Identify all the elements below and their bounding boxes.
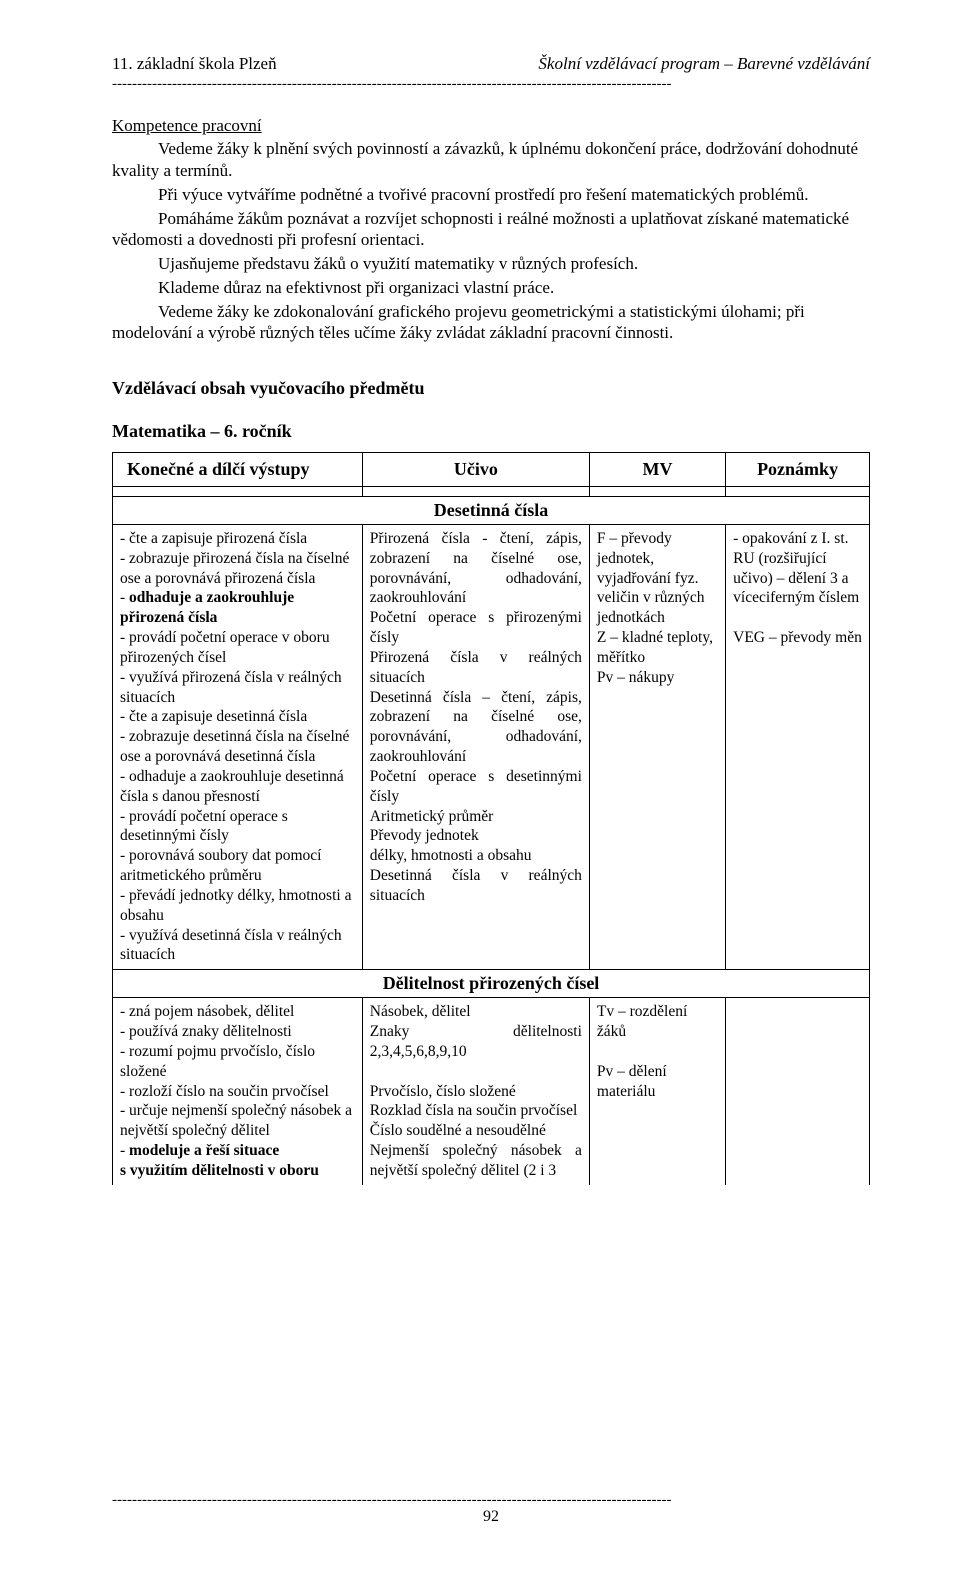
- th-content: Učivo: [362, 453, 589, 487]
- para-3: Pomáháme žákům poznávat a rozvíjet schop…: [112, 208, 870, 252]
- page-footer: ----------------------------------------…: [112, 1490, 870, 1527]
- running-header: 11. základní škola Plzeň Školní vzděláva…: [112, 54, 870, 74]
- page: 11. základní škola Plzeň Školní vzděláva…: [0, 0, 960, 1576]
- cell-notes-2: [726, 998, 870, 1185]
- th-mv: MV: [589, 453, 725, 487]
- th-notes: Poznámky: [726, 453, 870, 487]
- table-row: - zná pojem násobek, dělitel- používá zn…: [113, 998, 870, 1185]
- header-right: Školní vzdělávací program – Barevné vzdě…: [538, 54, 870, 74]
- page-number: 92: [112, 1508, 870, 1526]
- cell-mv-1: F – převody jednotek, vyjadřování fyz. v…: [589, 525, 725, 970]
- para-2: Při výuce vytváříme podnětné a tvořivé p…: [112, 184, 870, 206]
- para-6: Vedeme žáky ke zdokonalování grafického …: [112, 301, 870, 345]
- cell-notes-1: - opakování z I. st.RU (rozšiřující učiv…: [726, 525, 870, 970]
- para-5: Klademe důraz na efektivnost při organiz…: [112, 277, 870, 299]
- para-1: Vedeme žáky k plnění svých povinností a …: [112, 138, 870, 182]
- cell-mv-2: Tv – rozdělení žákůPv – dělení materiálu: [589, 998, 725, 1185]
- body-content: Kompetence pracovní Vedeme žáky k plnění…: [112, 115, 870, 345]
- header-divider: ----------------------------------------…: [112, 76, 870, 93]
- cell-content-1: Přirozená čísla - čtení, zápis, zobrazen…: [362, 525, 589, 970]
- section-heading-2: Dělitelnost přirozených čísel: [113, 970, 870, 998]
- table-row: - čte a zapisuje přirozená čísla- zobraz…: [113, 525, 870, 970]
- header-left: 11. základní škola Plzeň: [112, 54, 277, 74]
- footer-divider: ----------------------------------------…: [112, 1492, 870, 1509]
- th-outcomes: Konečné a dílčí výstupy: [113, 453, 363, 487]
- cell-outcomes-1: - čte a zapisuje přirozená čísla- zobraz…: [113, 525, 363, 970]
- curriculum-table: Konečné a dílčí výstupy Učivo MV Poznámk…: [112, 452, 870, 1185]
- section-heading-1: Desetinná čísla: [113, 497, 870, 525]
- section-title: Vzdělávací obsah vyučovacího předmětu: [112, 378, 870, 399]
- competence-heading: Kompetence pracovní: [112, 116, 262, 135]
- subject-title: Matematika – 6. ročník: [112, 421, 870, 442]
- para-4: Ujasňujeme představu žáků o využití mate…: [112, 253, 870, 275]
- table-header-row: Konečné a dílčí výstupy Učivo MV Poznámk…: [113, 453, 870, 487]
- cell-content-2: Násobek, dělitelZnaky dělitelnosti 2,3,4…: [362, 998, 589, 1185]
- cell-outcomes-2: - zná pojem násobek, dělitel- používá zn…: [113, 998, 363, 1185]
